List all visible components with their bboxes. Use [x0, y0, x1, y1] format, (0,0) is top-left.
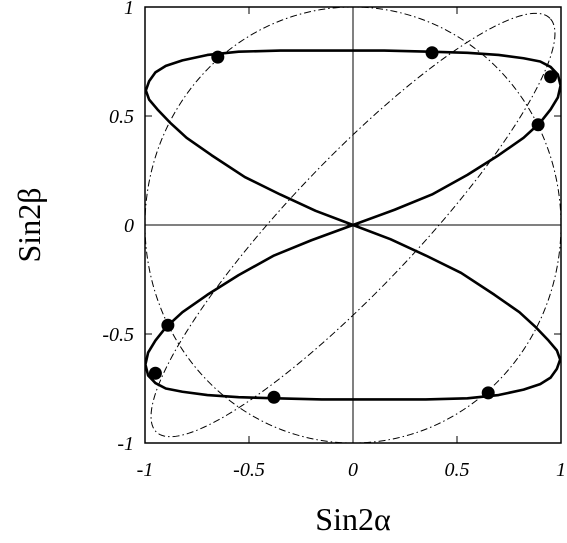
data-point-6 — [148, 366, 162, 380]
x-tick-labels: -1 -0.5 0 0.5 1 — [137, 459, 566, 481]
series-circle-line — [145, 7, 561, 443]
y-tick-label: 1 — [124, 0, 134, 19]
y-tick-label: -0.5 — [102, 324, 134, 346]
x-tick-label: 0 — [348, 459, 358, 481]
y-axis-title: Sin2β — [11, 188, 47, 263]
x-tick-label: 1 — [556, 459, 566, 481]
data-markers — [148, 46, 558, 404]
axis-ticks — [144, 6, 562, 444]
y-tick-label: 0 — [124, 215, 134, 237]
series-tilted-ellipse-line — [150, 12, 556, 438]
data-point-3 — [544, 70, 558, 84]
y-tick-labels: -1 -0.5 0 0.5 1 — [102, 0, 134, 455]
data-point-2 — [425, 46, 439, 60]
data-point-4 — [531, 118, 545, 132]
data-point-5 — [161, 318, 175, 332]
data-point-1 — [211, 50, 225, 64]
x-tick-label: -0.5 — [233, 459, 265, 481]
data-point-8 — [481, 386, 495, 400]
x-tick-label: 0.5 — [445, 459, 470, 481]
y-tick-label: 0.5 — [109, 106, 134, 128]
x-axis-title: Sin2α — [315, 501, 391, 537]
data-point-7 — [267, 390, 281, 404]
y-tick-label: -1 — [117, 433, 134, 455]
x-tick-label: -1 — [137, 459, 154, 481]
